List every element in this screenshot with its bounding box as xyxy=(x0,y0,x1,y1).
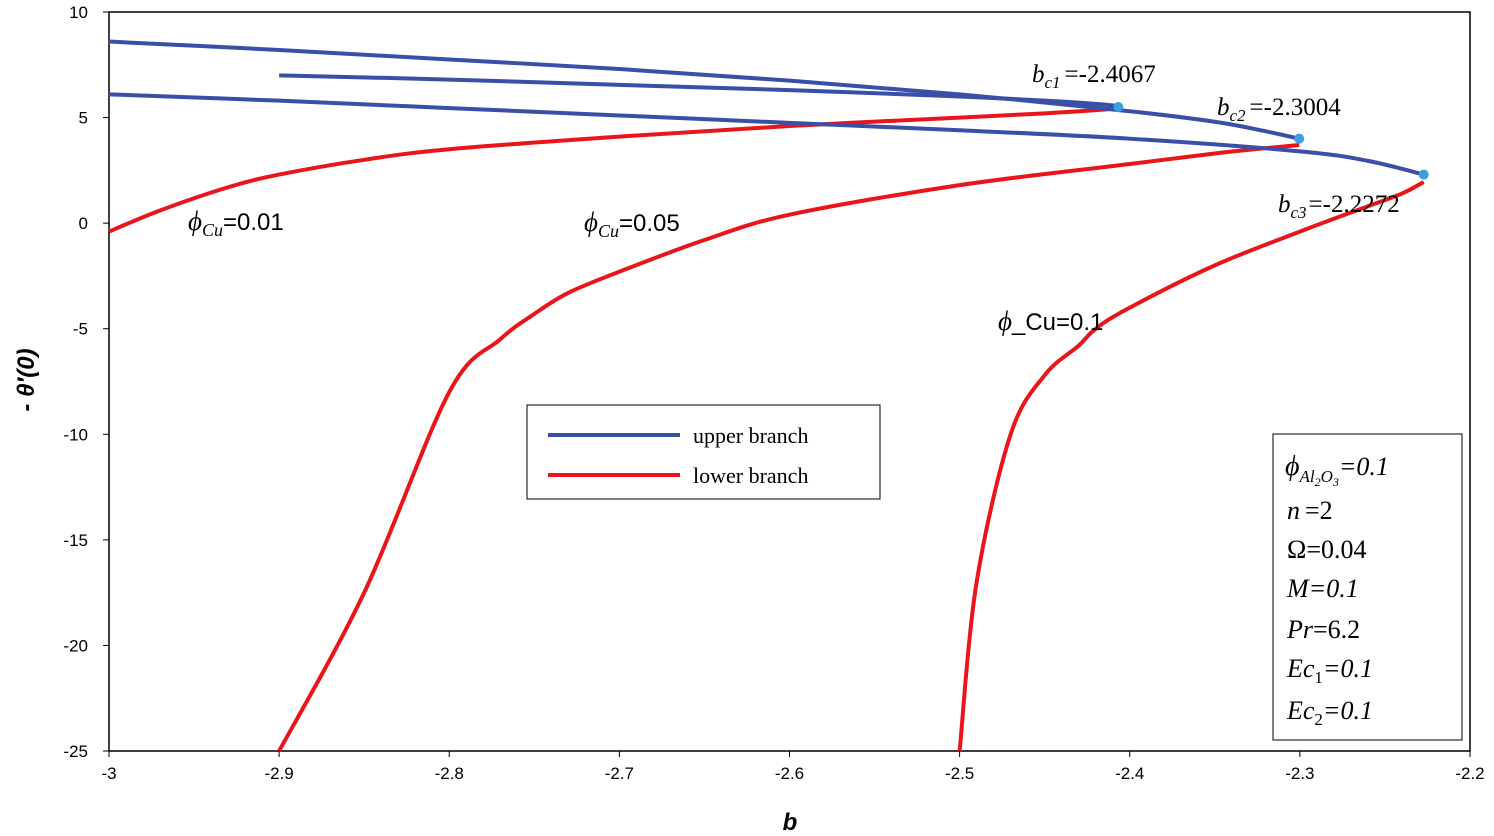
y-tick-label: -10 xyxy=(63,425,88,444)
param-omega: Ω=0.04 xyxy=(1287,535,1367,564)
param-ec1: Ec1=0.1 xyxy=(1286,654,1373,687)
series-upper-branch-01 xyxy=(108,92,1425,177)
x-axis-title: b xyxy=(783,809,798,836)
series-lower-branch-005 xyxy=(277,143,1300,752)
curve-label-phi-001: ϕCu=0.01 xyxy=(188,206,284,240)
x-tick-label: -2.4 xyxy=(1115,764,1144,783)
y-tick-label: -5 xyxy=(73,320,88,339)
y-axis-title: - θ′(0) xyxy=(13,348,40,411)
y-tick-label: 5 xyxy=(79,109,88,128)
series-upper-branch-001 xyxy=(279,73,1119,108)
x-tick-label: -2.8 xyxy=(435,764,464,783)
curve-label-phi-005: ϕCu=0.05 xyxy=(584,207,680,241)
param-pr: Pr=6.2 xyxy=(1286,615,1360,644)
x-tick-label: -3 xyxy=(101,764,116,783)
legend-label-upper: upper branch xyxy=(693,423,808,448)
x-tick-label: -2.3 xyxy=(1285,764,1314,783)
series-upper-branch-005 xyxy=(108,39,1300,141)
y-tick-label: 10 xyxy=(69,3,88,22)
parameter-box: ϕAl2O3=0.1 n =2 Ω=0.04 M=0.1 Pr=6.2 Ec1=0… xyxy=(1272,433,1463,741)
param-ec2: Ec2=0.1 xyxy=(1286,696,1373,729)
x-tick-label: -2.2 xyxy=(1455,764,1484,783)
critical-label-3: bc3=-2.2272 xyxy=(1278,191,1400,222)
x-tick-label: -2.9 xyxy=(264,764,293,783)
critical-points xyxy=(1113,102,1429,180)
curves xyxy=(108,39,1425,752)
critical-label-2: bc2 =-2.3004 xyxy=(1217,94,1341,125)
y-tick-label: -15 xyxy=(63,531,88,550)
y-tick-label: -25 xyxy=(63,742,88,761)
x-tick-label: -2.6 xyxy=(775,764,804,783)
parameter-box-frame xyxy=(1272,433,1463,741)
legend: upper branch lower branch xyxy=(526,404,881,500)
legend-box xyxy=(526,404,881,500)
axis-ticks: -3 -2.9 -2.8 -2.7 -2.6 -2.5 -2.4 -2.3 -2.2 10 5 0 -5… xyxy=(63,3,1484,783)
critical-point-3 xyxy=(1418,169,1429,180)
x-tick-label: -2.7 xyxy=(605,764,634,783)
series-lower-branch-001 xyxy=(108,106,1119,234)
param-phi-al2o3: ϕAl2O3=0.1 xyxy=(1285,451,1389,489)
param-m: M=0.1 xyxy=(1286,574,1359,603)
critical-point-2 xyxy=(1294,133,1305,144)
legend-label-lower: lower branch xyxy=(693,463,808,488)
curve-label-phi-01: ϕ_Cu=0.1 xyxy=(998,306,1103,336)
x-tick-label: -2.5 xyxy=(945,764,974,783)
series-lower-branch-01 xyxy=(957,180,1425,752)
y-tick-label: -20 xyxy=(63,636,88,655)
critical-label-1: bc1 =-2.4067 xyxy=(1032,61,1156,92)
critical-point-1 xyxy=(1113,102,1124,113)
y-tick-label: 0 xyxy=(79,214,88,233)
param-n: n =2 xyxy=(1287,496,1333,525)
